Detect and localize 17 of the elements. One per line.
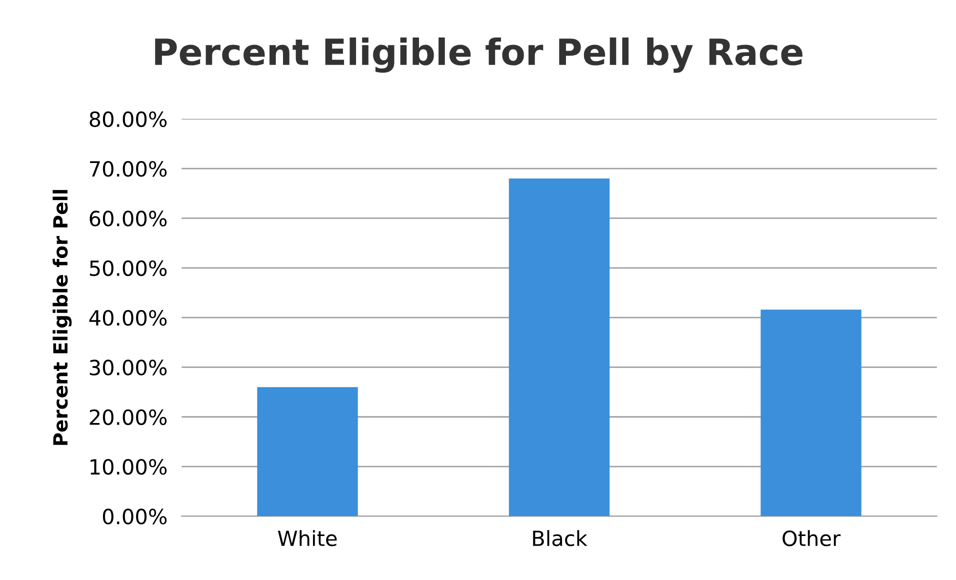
x-tick-label: White [278,530,337,546]
bar [257,387,358,516]
y-tick-label: 30.00% [90,360,167,376]
y-tick-label: 50.00% [90,260,167,276]
chart-title: Percent Eligible for Pell by Race [155,37,802,73]
y-tick-label: 10.00% [90,458,167,475]
y-tick-label: 20.00% [90,409,167,426]
bar [508,178,610,516]
x-tick-label: Other [782,530,841,546]
bar [760,310,862,516]
y-axis-title: Percent Eligible for Pell [52,190,72,445]
y-tick-label: 60.00% [90,210,167,226]
y-tick-label: 80.00% [90,111,167,128]
y-tick-label: 40.00% [89,310,167,326]
y-tick-label: 0.00% [102,508,167,524]
x-tick-label: Black [533,530,588,546]
y-tick-label: 70.00% [90,161,167,177]
